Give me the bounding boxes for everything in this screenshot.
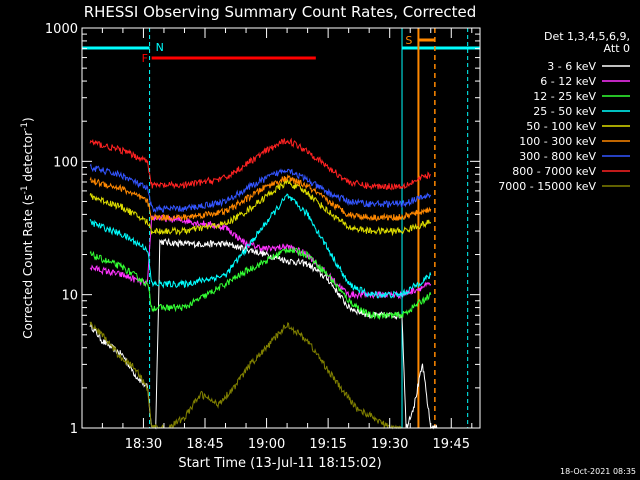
legend-label: 800 - 7000 keV (512, 165, 596, 178)
series-line-5 (89, 174, 432, 222)
annotations: NF S (82, 28, 480, 428)
flare-label: F (142, 52, 148, 65)
plot-frame (81, 27, 481, 429)
y-tick-label: 100 (53, 155, 78, 170)
series-line-6 (89, 163, 432, 214)
night-label: N (156, 41, 164, 54)
x-tick-label: 18:30 (125, 437, 162, 452)
series-line-8 (89, 321, 402, 430)
legend-label: 25 - 50 keV (533, 105, 596, 118)
x-tick-label: 19:15 (309, 437, 346, 452)
y-tick-label: 1 (70, 422, 78, 437)
y-axis-ticks: 1 10 100 1000 (45, 22, 480, 437)
x-tick-label: 19:30 (371, 437, 408, 452)
legend-label: 300 - 800 keV (519, 150, 596, 163)
legend-title-line1: Det 1,3,4,5,6,9, (544, 30, 630, 43)
x-tick-label: 18:45 (186, 437, 223, 452)
series-line-7 (89, 137, 432, 191)
x-axis-ticks: 18:30 18:45 19:00 19:15 19:30 19:45 (101, 28, 473, 452)
legend-title-line2: Att 0 (604, 42, 630, 55)
legend-items: 3 - 6 keV 6 - 12 keV 12 - 25 keV 25 - 50 ke… (498, 60, 630, 193)
y-tick-label: 1000 (45, 22, 78, 37)
series-line-2 (89, 247, 432, 321)
legend-label: 6 - 12 keV (540, 75, 596, 88)
legend-label: 50 - 100 keV (526, 120, 596, 133)
y-tick-label: 10 (61, 289, 78, 304)
footer-timestamp: 18-Oct-2021 08:35 (560, 467, 636, 476)
x-tick-label: 19:00 (248, 437, 285, 452)
chart-title: RHESSI Observing Summary Count Rates, Co… (84, 3, 477, 21)
legend-label: 12 - 25 keV (533, 90, 596, 103)
series-lines (89, 137, 439, 430)
series-line-3 (89, 193, 432, 299)
x-axis-label: Start Time (13-Jul-11 18:15:02) (178, 456, 381, 471)
legend-label: 7000 - 15000 keV (498, 180, 596, 193)
series-line-4 (89, 179, 432, 237)
saa-label: S (405, 34, 412, 47)
y-axis-label: Corrected Count Rate (s-1 detector-1) (20, 117, 35, 338)
x-tick-label: 19:45 (433, 437, 470, 452)
legend-label: 100 - 300 keV (519, 135, 596, 148)
legend: Det 1,3,4,5,6,9, Att 0 3 - 6 keV 6 - 12 k… (498, 30, 630, 193)
legend-label: 3 - 6 keV (547, 60, 596, 73)
